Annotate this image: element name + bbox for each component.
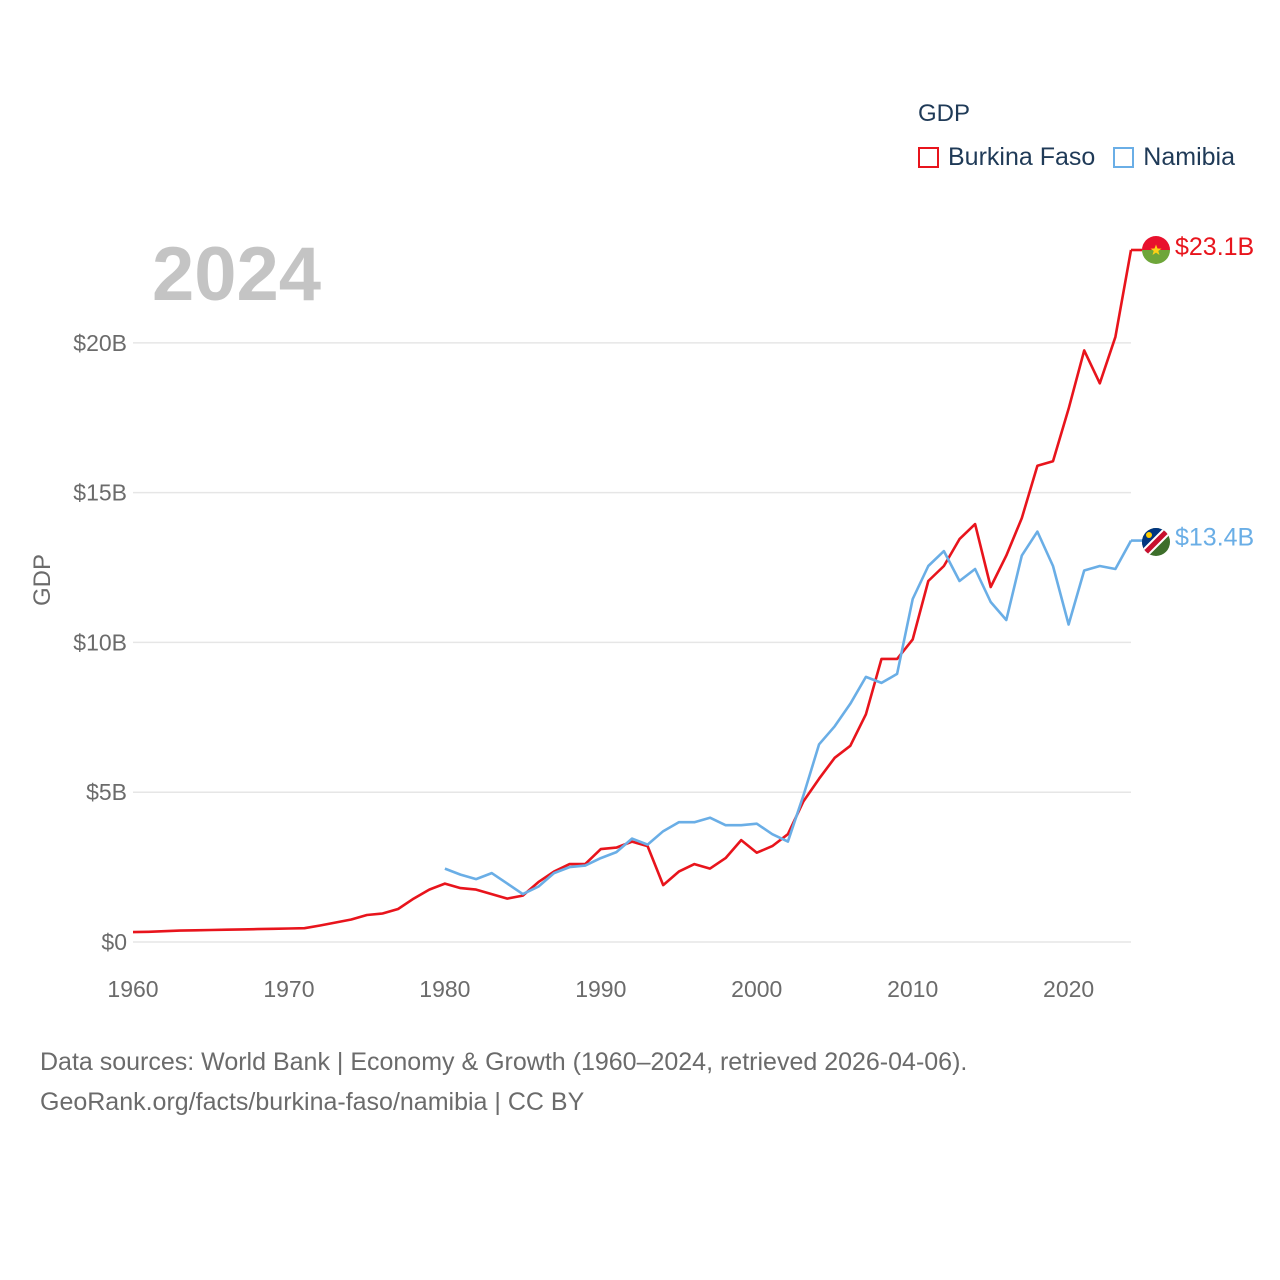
y-tick-label: $10B xyxy=(73,629,127,655)
y-tick-labels: $0 $5B $10B $15B $20B xyxy=(73,330,127,955)
series-line-burkina-faso[interactable] xyxy=(132,249,1133,934)
x-tick-label: 1990 xyxy=(575,976,626,1002)
year-watermark: 2024 xyxy=(152,232,321,317)
footer-link[interactable]: GeoRank.org/facts/burkina-faso/namibia |… xyxy=(40,1088,585,1116)
y-tick-label: $0 xyxy=(101,929,127,955)
x-tick-label: 2000 xyxy=(731,976,782,1002)
namibia-flag-icon xyxy=(1142,528,1170,556)
y-tick-label: $20B xyxy=(73,330,127,356)
footer: Data sources: World Bank | Economy & Gro… xyxy=(40,1042,967,1122)
end-value-label: $13.4B xyxy=(1175,524,1254,552)
end-markers: $23.1B $13.4B xyxy=(1131,233,1254,552)
legend-swatch-namibia xyxy=(1113,147,1135,168)
series-layer xyxy=(132,249,1133,934)
x-tick-label: 1970 xyxy=(263,976,314,1002)
legend: Burkina Faso Namibia xyxy=(918,143,1253,172)
series-line-namibia[interactable] xyxy=(444,530,1133,896)
x-tick-label: 1980 xyxy=(419,976,470,1002)
y-tick-label: $15B xyxy=(73,480,127,506)
grid-layer xyxy=(133,342,1131,943)
burkina-faso-flag-icon xyxy=(1142,236,1170,264)
x-tick-labels: 1960 1970 1980 1990 2000 2010 2020 xyxy=(107,976,1094,1002)
y-axis-label: GDP xyxy=(29,554,56,606)
y-tick-label: $5B xyxy=(86,779,127,805)
legend-label-burkina-faso: Burkina Faso xyxy=(948,143,1096,171)
x-tick-label: 2020 xyxy=(1043,976,1094,1002)
footer-sources: Data sources: World Bank | Economy & Gro… xyxy=(40,1048,968,1076)
legend-item-namibia[interactable]: Namibia xyxy=(1113,143,1235,172)
legend-label-namibia: Namibia xyxy=(1143,143,1235,171)
x-tick-label: 2010 xyxy=(887,976,938,1002)
legend-item-burkina-faso[interactable]: Burkina Faso xyxy=(918,143,1095,172)
legend-swatch-burkina-faso xyxy=(918,147,939,168)
x-tick-label: 1960 xyxy=(107,976,158,1002)
end-value-label: $23.1B xyxy=(1175,233,1254,261)
legend-title: GDP xyxy=(918,100,971,127)
